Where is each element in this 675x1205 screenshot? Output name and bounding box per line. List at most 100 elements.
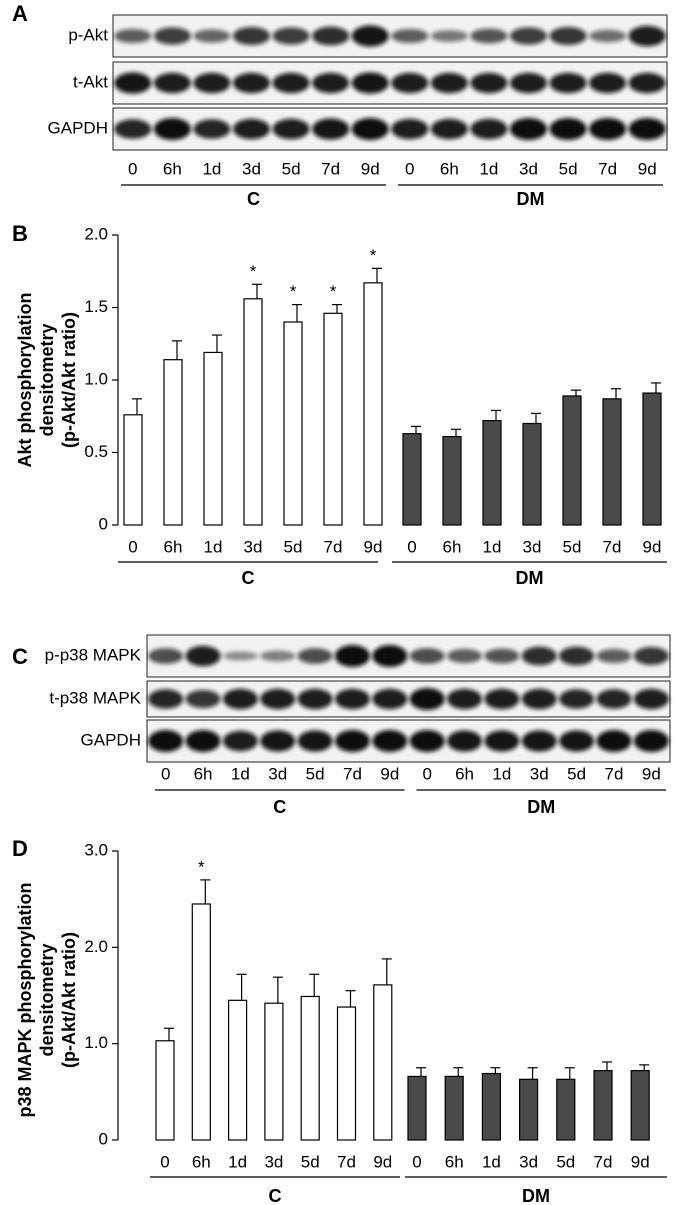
bar (402, 433, 422, 526)
blot-band (391, 29, 429, 43)
lane-label: 9d (361, 159, 380, 178)
blot-band (193, 72, 231, 94)
group-label: DM (522, 1186, 550, 1205)
bar (602, 398, 622, 526)
blot-band (589, 118, 627, 140)
blot-band (549, 118, 587, 140)
blot-band (430, 30, 468, 42)
blot-band (391, 72, 429, 94)
significance-label: * (290, 282, 297, 301)
lane-label: 6h (455, 764, 474, 783)
y-axis-label: Akt phosphorylation densitometry (p-Akt/Ak… (15, 293, 79, 468)
x-tick-label: 9d (364, 537, 383, 556)
lane-label: 6h (163, 159, 182, 178)
blot-band (372, 688, 408, 710)
blot-band (193, 119, 231, 139)
x-tick-label: 7d (337, 1152, 356, 1171)
blot-band (372, 730, 408, 752)
lane-label: 9d (642, 764, 661, 783)
y-axis-label-line: Akt phosphorylation (15, 293, 35, 468)
blot-band (297, 730, 333, 752)
x-tick-label: 6h (164, 537, 183, 556)
lane-label: 1d (231, 764, 250, 783)
bar (556, 1078, 576, 1141)
bar (363, 282, 383, 526)
bar (123, 414, 143, 526)
blot-band (372, 645, 408, 667)
y-axis-label-line: p38 MAPK phosphorylation (15, 882, 35, 1117)
group-label: C (242, 568, 255, 588)
blot-band (470, 28, 508, 44)
x-tick-label: 9d (631, 1152, 650, 1171)
y-axis-label-line: (p-Akt/Akt ratio) (59, 312, 79, 448)
significance-label: * (250, 262, 257, 281)
blot-band (153, 27, 191, 45)
lane-label: 7d (321, 159, 340, 178)
blot-row-label: t-p38 MAPK (49, 688, 141, 707)
blot-band (312, 72, 350, 94)
blot-band (430, 72, 468, 94)
blot-band (232, 72, 271, 94)
x-tick-label: 1d (204, 537, 223, 556)
blot-band (222, 651, 258, 661)
x-tick-label: 7d (324, 537, 343, 556)
bar (264, 1002, 284, 1141)
lane-label: 7d (598, 159, 617, 178)
blot-band (446, 649, 483, 663)
blot-band (297, 688, 333, 710)
blot-band (484, 730, 520, 752)
blot-band (391, 118, 429, 140)
group-label: C (269, 1186, 282, 1205)
bar (518, 1078, 539, 1141)
blot-band (185, 645, 221, 667)
blot-band (185, 690, 221, 708)
lane-label: 6h (194, 764, 213, 783)
y-axis-label-line: densitometry (37, 323, 57, 436)
bar (482, 420, 502, 526)
blot-band (193, 29, 231, 43)
bar (442, 435, 462, 526)
blot-band (334, 730, 371, 752)
blot-band (260, 688, 296, 710)
blot-band (470, 118, 508, 140)
bar (300, 995, 320, 1141)
blot-row-label: GAPDH (48, 118, 108, 137)
lane-label: 5d (559, 159, 578, 178)
x-tick-label: 7d (594, 1152, 613, 1171)
x-tick-label: 1d (228, 1152, 247, 1171)
x-tick-label: 3d (519, 1152, 538, 1171)
blot-band (628, 25, 666, 47)
y-tick-label: 1.0 (84, 1033, 108, 1052)
lane-label: 0 (161, 764, 170, 783)
group-label: C (273, 797, 286, 817)
blot-band (409, 688, 445, 710)
blot-band (521, 730, 557, 752)
blot-band (297, 648, 333, 664)
panel-label: D (12, 836, 28, 861)
blot-band (232, 118, 271, 140)
blot-band (430, 118, 468, 140)
bar (630, 1070, 650, 1141)
y-tick-label: 0 (99, 1129, 108, 1148)
x-tick-label: 3d (244, 537, 263, 556)
lane-label: 7d (605, 764, 624, 783)
blot-band (596, 649, 632, 663)
blot-row-label: p-Akt (68, 25, 108, 44)
blot-band (409, 648, 445, 664)
x-tick-label: 5d (556, 1152, 575, 1171)
blot-row-label: t-Akt (73, 72, 108, 91)
x-tick-label: 0 (412, 1152, 421, 1171)
bar (243, 298, 263, 526)
bar (481, 1072, 501, 1141)
lane-label: 5d (306, 764, 325, 783)
lane-label: 3d (519, 159, 538, 178)
blot-band (446, 730, 483, 752)
lane-label: 7d (343, 764, 362, 783)
lane-label: 1d (492, 764, 511, 783)
blot-band (148, 648, 184, 664)
y-axis-label-line: (p-Akt/Akt ratio) (59, 932, 79, 1068)
x-tick-label: 5d (563, 537, 582, 556)
blot-band (509, 118, 548, 140)
lane-label: 0 (405, 159, 414, 178)
